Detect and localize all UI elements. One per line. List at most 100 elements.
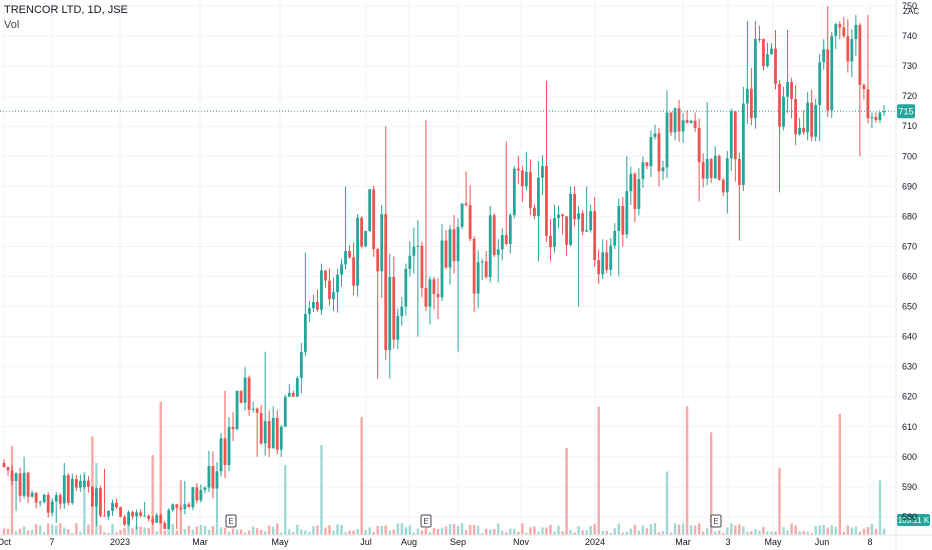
- candle-body: [882, 111, 886, 113]
- candle-body: [653, 133, 657, 137]
- y-tick-label: 620: [902, 392, 917, 402]
- volume-bar: [308, 531, 311, 535]
- volume-bar: [641, 525, 645, 535]
- volume-bar: [376, 526, 379, 535]
- volume-bar: [854, 526, 858, 535]
- candle-body: [605, 252, 609, 270]
- volume-bar: [846, 525, 850, 535]
- y-tick-label: 670: [902, 241, 917, 251]
- volume-bar: [67, 529, 70, 535]
- candle-body: [553, 218, 556, 248]
- candle-body: [741, 103, 745, 185]
- volume-bar: [268, 525, 271, 535]
- volume-bar: [272, 526, 275, 535]
- volume-bar: [79, 531, 82, 535]
- volume-bars: [2, 401, 886, 535]
- candle-body: [798, 127, 802, 135]
- candle-body: [119, 507, 122, 517]
- candle-body: [802, 127, 806, 133]
- candle-body: [452, 229, 456, 262]
- volume-bar: [147, 527, 150, 535]
- candle-body: [786, 82, 789, 97]
- candle-body: [713, 155, 717, 179]
- candle-body: [255, 408, 259, 413]
- volume-bar: [284, 464, 287, 535]
- candle-body: [794, 99, 797, 135]
- volume-bar: [432, 527, 436, 535]
- volume-bar: [870, 523, 874, 535]
- candle-body: [42, 494, 46, 502]
- volume-bar: [223, 527, 227, 535]
- x-tick-label: May: [764, 537, 782, 547]
- volume-bar: [681, 523, 685, 535]
- volume-bar: [814, 525, 817, 535]
- volume-bar: [645, 528, 649, 535]
- volume-bar: [304, 530, 307, 535]
- x-tick-label: Nov: [513, 537, 530, 547]
- volume-bar: [10, 445, 14, 535]
- volume-bar: [605, 531, 608, 535]
- y-tick-label: 700: [902, 151, 917, 161]
- candle-body: [749, 88, 753, 119]
- candle-body: [127, 512, 130, 525]
- x-tick-label: May: [271, 537, 289, 547]
- candle-body: [597, 260, 601, 275]
- candle-body: [661, 167, 665, 172]
- volume-bar: [830, 525, 833, 535]
- candle-body: [818, 62, 822, 105]
- volume-bar: [292, 531, 295, 535]
- candle-body: [167, 510, 171, 529]
- candle-body: [508, 215, 512, 244]
- volume-bar: [673, 523, 677, 535]
- candle-body: [107, 510, 110, 517]
- volume-bar: [360, 417, 363, 535]
- candle-body: [814, 104, 818, 137]
- volume-bar: [581, 530, 584, 535]
- candle-body: [460, 203, 464, 227]
- candle-body: [669, 112, 673, 133]
- candle-body: [705, 159, 709, 179]
- volume-bar: [288, 529, 291, 535]
- volume-bar: [533, 526, 536, 535]
- volume-bar: [621, 532, 625, 535]
- volume-bar: [537, 531, 540, 535]
- y-tick-label: 750: [902, 1, 917, 11]
- volume-bar: [280, 532, 283, 535]
- volume-bar: [6, 528, 10, 535]
- candle-body: [78, 480, 82, 488]
- candle-body: [846, 36, 850, 62]
- volume-bar: [573, 532, 576, 535]
- candle-body: [376, 249, 380, 272]
- volume-bar: [493, 529, 496, 535]
- candle-body: [207, 466, 211, 488]
- volume-bar: [798, 531, 801, 535]
- candle-body: [440, 240, 444, 298]
- candle-body: [159, 515, 163, 523]
- volume-bar: [111, 523, 114, 535]
- candle-body: [58, 495, 62, 504]
- volume-bar: [758, 530, 761, 535]
- candle-body: [810, 102, 814, 137]
- volume-bar: [239, 529, 243, 535]
- candle-body: [480, 261, 484, 263]
- candle-body: [263, 421, 267, 444]
- x-tick-label: 2023: [110, 537, 130, 547]
- volume-bar: [259, 529, 263, 535]
- volume-bar: [215, 523, 219, 535]
- volume-bar: [521, 523, 524, 535]
- volume-bar: [786, 530, 789, 535]
- candle-body: [601, 252, 605, 275]
- volume-bar: [276, 523, 279, 535]
- candle-body: [400, 306, 404, 317]
- volume-bar: [51, 524, 54, 535]
- volume-bar: [613, 528, 616, 535]
- candle-body: [444, 240, 448, 268]
- volume-bar: [163, 530, 166, 535]
- candle-body: [303, 313, 307, 352]
- volume-bar: [838, 414, 841, 535]
- candle-body: [424, 288, 428, 307]
- candle-body: [593, 211, 597, 261]
- candle-body: [850, 39, 854, 62]
